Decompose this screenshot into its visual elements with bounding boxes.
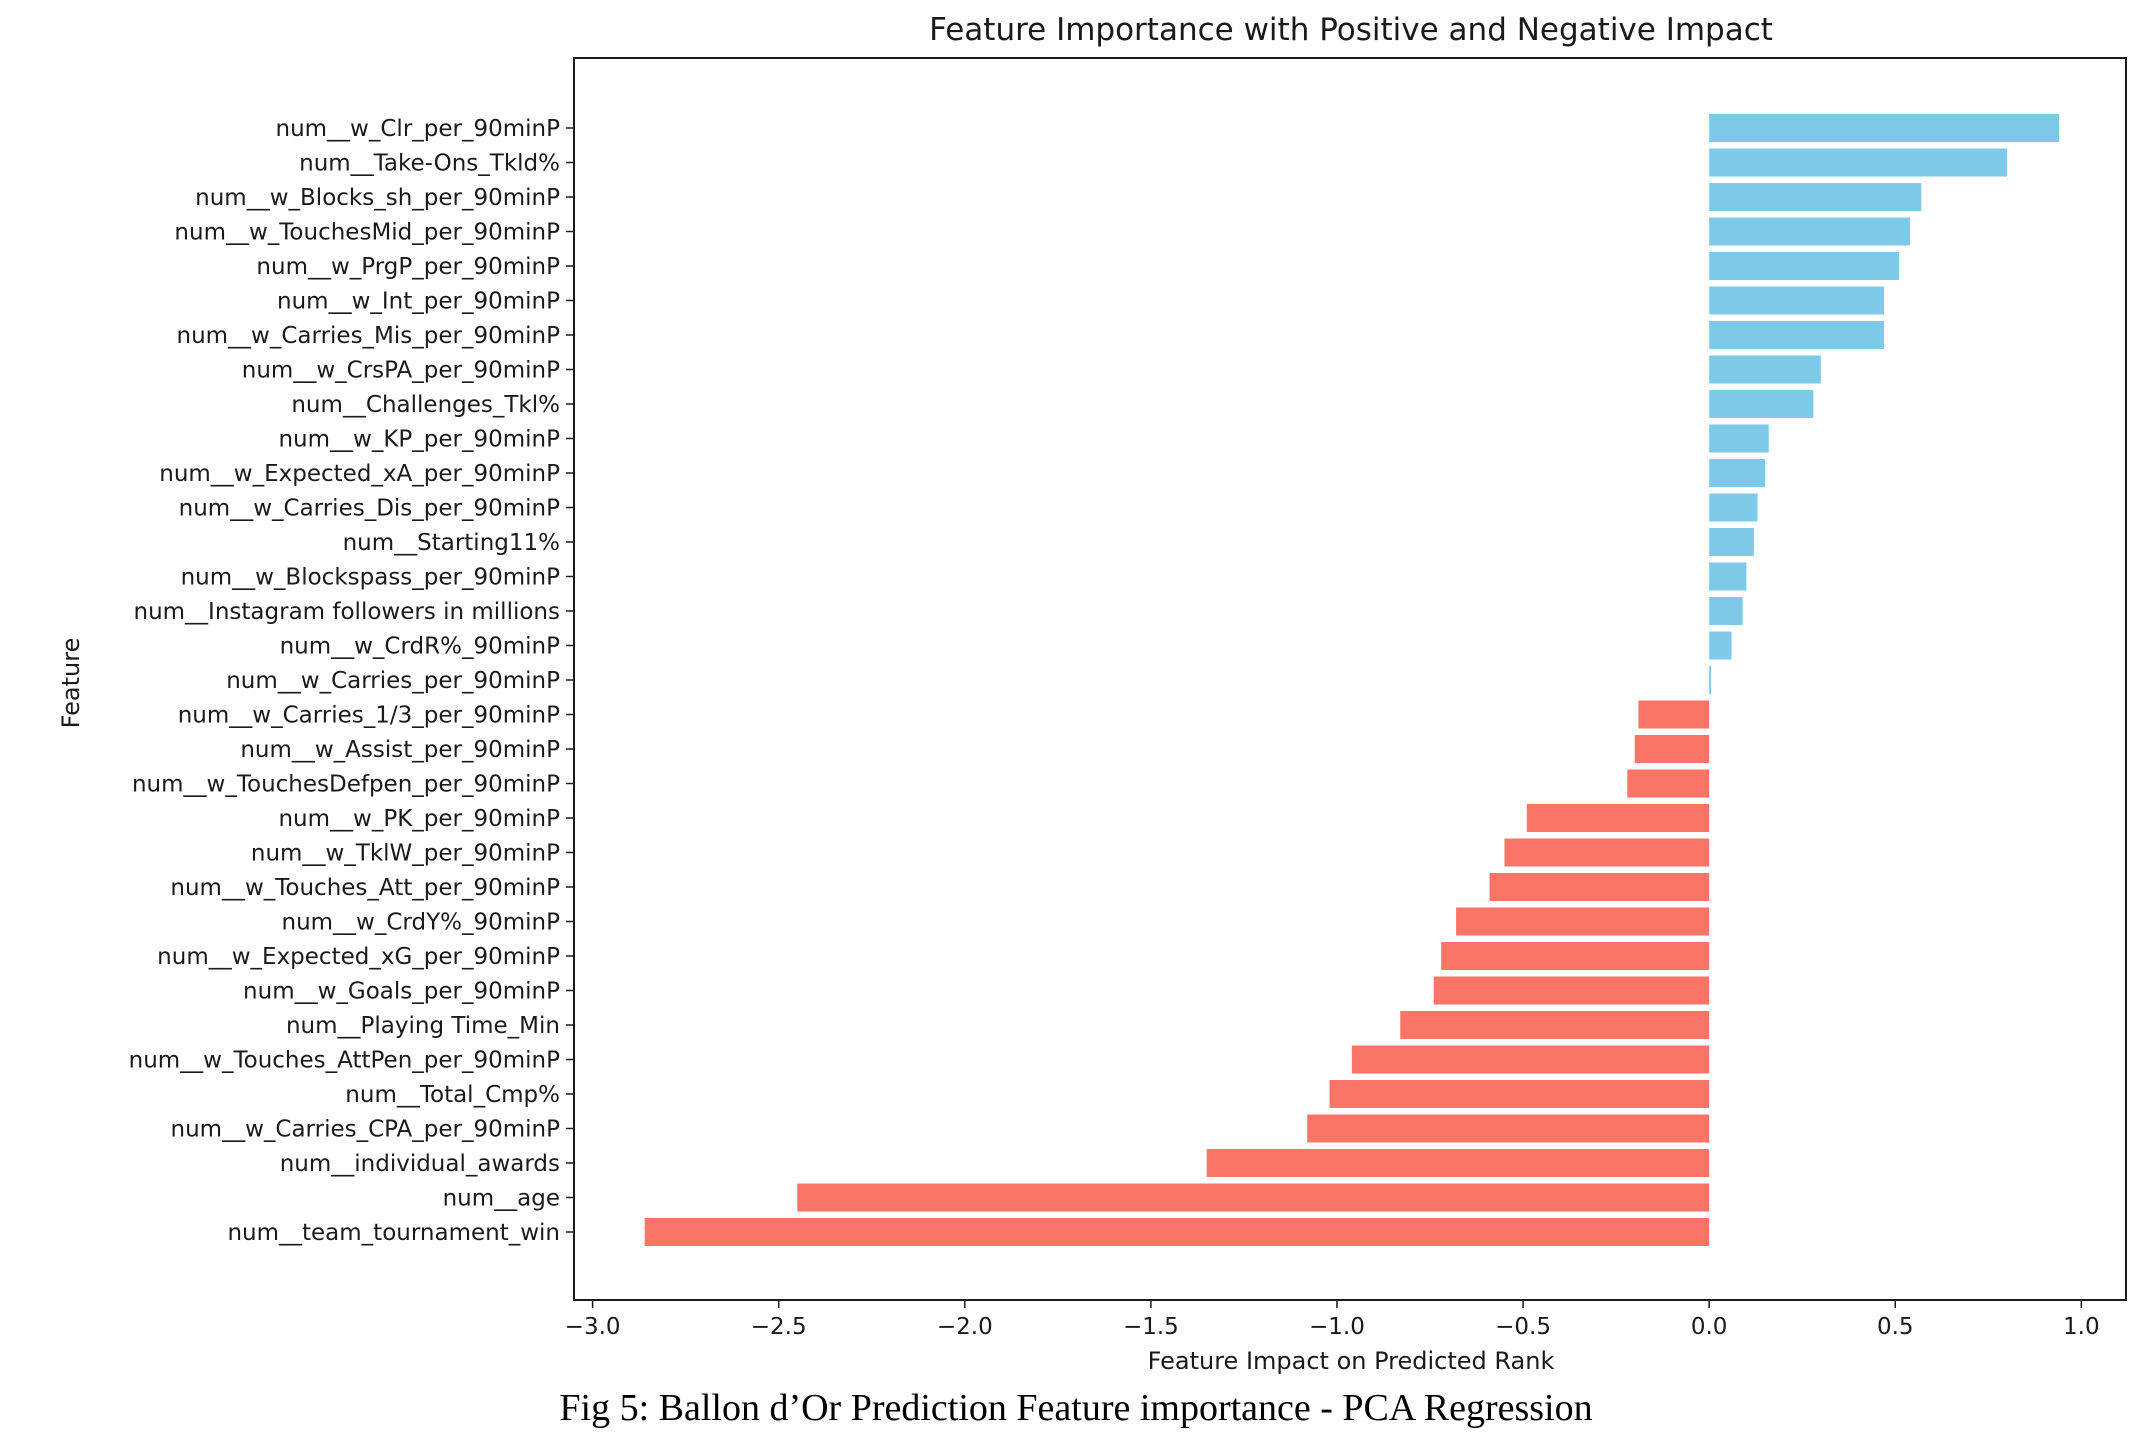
y-tick-label: num__w_Clr_per_90minP [276,116,561,142]
y-tick-label: num__w_Touches_AttPen_per_90minP [129,1048,561,1074]
y-tick-label: num__w_Blockspass_per_90minP [181,565,561,591]
bar [1709,114,2060,142]
y-tick-label: num__w_Carries_1/3_per_90minP [178,703,560,729]
bar [1709,528,1754,556]
bar [1709,252,1899,280]
bar [1709,217,1911,246]
bar [1489,873,1710,901]
bar [1627,769,1710,798]
y-tick-label: num__Take-Ons_Tkld% [299,151,560,177]
y-tick-label: num__w_TouchesDefpen_per_90minP [132,772,560,798]
bar [644,1218,1710,1246]
x-axis-label: Feature Impact on Predicted Rank [1148,1347,1555,1375]
bar [1526,804,1710,832]
y-tick-label: num__w_CrdY%_90minP [282,910,561,936]
bar [1709,493,1758,522]
y-tick-label: num__w_Expected_xA_per_90minP [159,461,560,487]
y-tick-label: num__Starting11% [343,530,560,556]
y-axis-label: Feature [57,638,85,729]
bar [1400,1011,1710,1039]
y-tick-label: num__w_CrsPA_per_90minP [242,358,560,384]
y-tick-label: num__Total_Cmp% [345,1082,560,1108]
bar [1504,838,1710,867]
y-tick-labels: num__w_Clr_per_90minP num__Take-Ons_Tkld%… [129,116,574,1246]
y-tick-label: num__Playing Time_Min [286,1013,560,1039]
bar [1709,597,1743,625]
bar [1634,735,1710,763]
figure-caption: Fig 5: Ballon d’Or Prediction Feature im… [559,1387,1593,1429]
x-tick-label: −1.0 [1309,1314,1365,1340]
bar [1638,700,1710,729]
x-tick-labels: −3.0 −2.5 −2.0 −1.5 −1.0 −0.5 0.0 0.5 1.0 [565,1300,2100,1340]
bar [1709,286,1885,315]
bar [1351,1045,1710,1074]
y-tick-label: num__w_Carries_per_90minP [226,668,560,694]
y-tick-label: num__w_KP_per_90minP [278,427,560,453]
bars-group [644,114,2060,1246]
y-tick-label: num__team_tournament_win [227,1220,560,1246]
y-tick-label: num__w_Carries_CPA_per_90minP [171,1117,561,1143]
bar [1709,355,1821,384]
y-tick-label: num__w_Goals_per_90minP [243,979,560,1005]
x-tick-label: 0.5 [1877,1314,1914,1340]
y-tick-label: num__age [443,1186,560,1212]
y-tick-label: num__w_Int_per_90minP [277,289,560,315]
y-tick-label: num__w_PK_per_90minP [278,806,560,832]
bar [1329,1080,1710,1108]
bar [1206,1149,1710,1177]
feature-importance-chart: Feature Importance with Positive and Neg… [57,12,2127,1375]
x-tick-label: −3.0 [565,1314,621,1340]
y-tick-label: num__w_Touches_Att_per_90minP [170,875,560,901]
bar [1709,148,2007,177]
bar [1709,183,1922,211]
y-tick-label: num__w_CrdR%_90minP [280,634,561,660]
bar [1709,390,1814,418]
bar [1709,562,1747,591]
bar [1709,424,1769,453]
x-tick-label: −2.0 [937,1314,993,1340]
y-tick-label: num__w_TouchesMid_per_90minP [174,220,560,246]
y-tick-label: num__w_Blocks_sh_per_90minP [195,185,560,211]
y-tick-label: num__w_Carries_Mis_per_90minP [177,323,561,349]
y-tick-label: num__individual_awards [280,1151,560,1177]
bar [797,1183,1710,1212]
bar [1307,1114,1710,1143]
bar [1709,321,1885,349]
y-tick-label: num__w_Expected_xG_per_90minP [157,944,560,970]
x-tick-label: 0.0 [1691,1314,1728,1340]
x-tick-label: 1.0 [2063,1314,2100,1340]
y-tick-label: num__w_TklW_per_90minP [251,841,560,867]
y-tick-label: num__w_Assist_per_90minP [240,737,560,763]
y-tick-label: num__w_Carries_Dis_per_90minP [179,496,560,522]
x-tick-label: −1.5 [1123,1314,1179,1340]
bar [1441,942,1710,970]
chart-title: Feature Importance with Positive and Neg… [929,12,1773,48]
bar [1709,459,1765,487]
y-tick-label: num__Instagram followers in millions [134,599,561,625]
bar [1709,631,1732,660]
bar [1433,976,1710,1005]
y-tick-label: num__w_PrgP_per_90minP [256,254,560,280]
plot-frame [573,57,2127,1301]
bar [1456,907,1710,936]
x-tick-label: −0.5 [1495,1314,1551,1340]
x-tick-label: −2.5 [751,1314,807,1340]
bar [1709,666,1712,694]
y-tick-label: num__Challenges_Tkl% [291,392,560,418]
